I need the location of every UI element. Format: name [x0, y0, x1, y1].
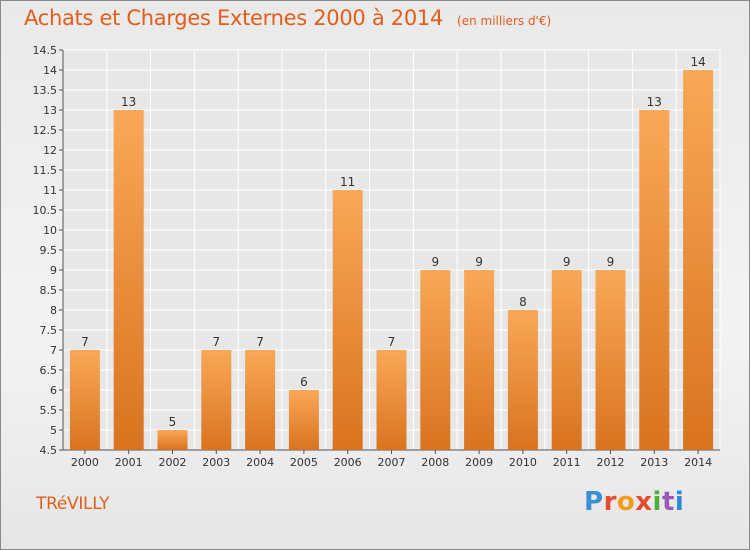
x-tick-label: 2000 [71, 456, 99, 469]
x-tick-label: 2001 [115, 456, 143, 469]
logo-letter: o [616, 487, 636, 517]
logo-letter: i [674, 487, 685, 517]
x-tick-label: 2004 [246, 456, 274, 469]
x-tick-label: 2011 [553, 456, 581, 469]
x-tick-label: 2008 [421, 456, 449, 469]
label-layer: 7 13 5 7 7 6 11 7 9 9 8 9 9 13 14 [81, 55, 706, 429]
bar [288, 390, 319, 450]
x-tick-label: 2010 [509, 456, 537, 469]
bar [683, 70, 714, 450]
bar [551, 270, 582, 450]
y-tick-label: 7.5 [40, 324, 58, 337]
x-tick-label: 2005 [290, 456, 318, 469]
bar [113, 110, 144, 450]
y-tick-label: 14.5 [33, 44, 58, 57]
x-tick-label: 2012 [597, 456, 625, 469]
town-name: TRéVILLY [36, 494, 110, 514]
y-tick-label: 5.5 [40, 404, 58, 417]
y-tick-label: 4.5 [40, 444, 58, 457]
y-tick-label: 14 [43, 64, 57, 77]
data-label: 9 [475, 255, 483, 269]
logo-letter: t [661, 487, 675, 517]
data-label: 13 [647, 95, 662, 109]
y-tick-label: 6 [50, 384, 57, 397]
bar-layer [69, 70, 714, 450]
bar [376, 350, 407, 450]
data-label: 9 [607, 255, 615, 269]
axis-layer: 4.5 5 5.5 6 6.5 7 7.5 8 8.5 9 9.5 10 10.5 11 11.5 12 12.… [33, 44, 720, 469]
x-tick-label: 2006 [334, 456, 362, 469]
bar [69, 350, 100, 450]
logo-letter: P [584, 487, 604, 517]
data-label: 11 [340, 175, 355, 189]
y-tick-label: 7 [50, 344, 57, 357]
y-tick-label: 11 [43, 184, 57, 197]
bar [201, 350, 232, 450]
bar [595, 270, 626, 450]
x-tick-label: 2003 [202, 456, 230, 469]
y-tick-label: 12 [43, 144, 57, 157]
chart-header: Achats et Charges Externes 2000 à 2014 (… [24, 6, 551, 36]
logo-letter: x [635, 487, 653, 517]
data-label: 9 [431, 255, 439, 269]
x-tick-label: 2002 [159, 456, 187, 469]
bar [332, 190, 363, 450]
data-label: 7 [212, 335, 220, 349]
y-tick-label: 10.5 [33, 204, 58, 217]
data-label: 5 [169, 415, 177, 429]
bar [639, 110, 670, 450]
y-tick-label: 13.5 [33, 84, 58, 97]
bar [245, 350, 276, 450]
x-tick-label: 2013 [640, 456, 668, 469]
bar [507, 310, 538, 450]
data-label: 6 [300, 375, 308, 389]
y-tick-label: 5 [50, 424, 57, 437]
x-tick-label: 2007 [378, 456, 406, 469]
y-tick-label: 8.5 [40, 284, 58, 297]
chart-title: Achats et Charges Externes 2000 à 2014 [24, 6, 444, 30]
y-tick-label: 8 [50, 304, 57, 317]
bar [157, 430, 188, 450]
data-label: 7 [256, 335, 264, 349]
data-label: 9 [563, 255, 571, 269]
data-label: 13 [121, 95, 136, 109]
data-label: 14 [690, 55, 705, 69]
data-label: 7 [388, 335, 396, 349]
x-tick-label: 2009 [465, 456, 493, 469]
data-label: 8 [519, 295, 527, 309]
logo-letter: r [603, 487, 617, 517]
y-tick-label: 12.5 [33, 124, 58, 137]
x-tick-label: 2014 [684, 456, 712, 469]
data-label: 7 [81, 335, 89, 349]
y-tick-label: 6.5 [40, 364, 58, 377]
bar [464, 270, 495, 450]
y-tick-label: 13 [43, 104, 57, 117]
chart-unit: (en milliers d'€) [457, 14, 552, 28]
y-tick-label: 9.5 [40, 244, 58, 257]
y-tick-label: 9 [50, 264, 57, 277]
logo-letter: i [652, 487, 662, 517]
y-tick-label: 10 [43, 224, 57, 237]
bar [420, 270, 451, 450]
y-tick-label: 11.5 [33, 164, 58, 177]
